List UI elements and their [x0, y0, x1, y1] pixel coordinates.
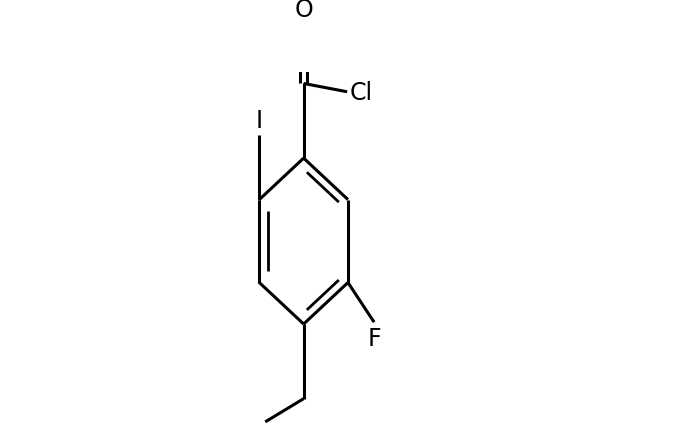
Text: I: I	[256, 109, 263, 133]
Text: F: F	[367, 326, 381, 350]
Text: Cl: Cl	[349, 81, 372, 104]
Text: O: O	[294, 0, 313, 22]
